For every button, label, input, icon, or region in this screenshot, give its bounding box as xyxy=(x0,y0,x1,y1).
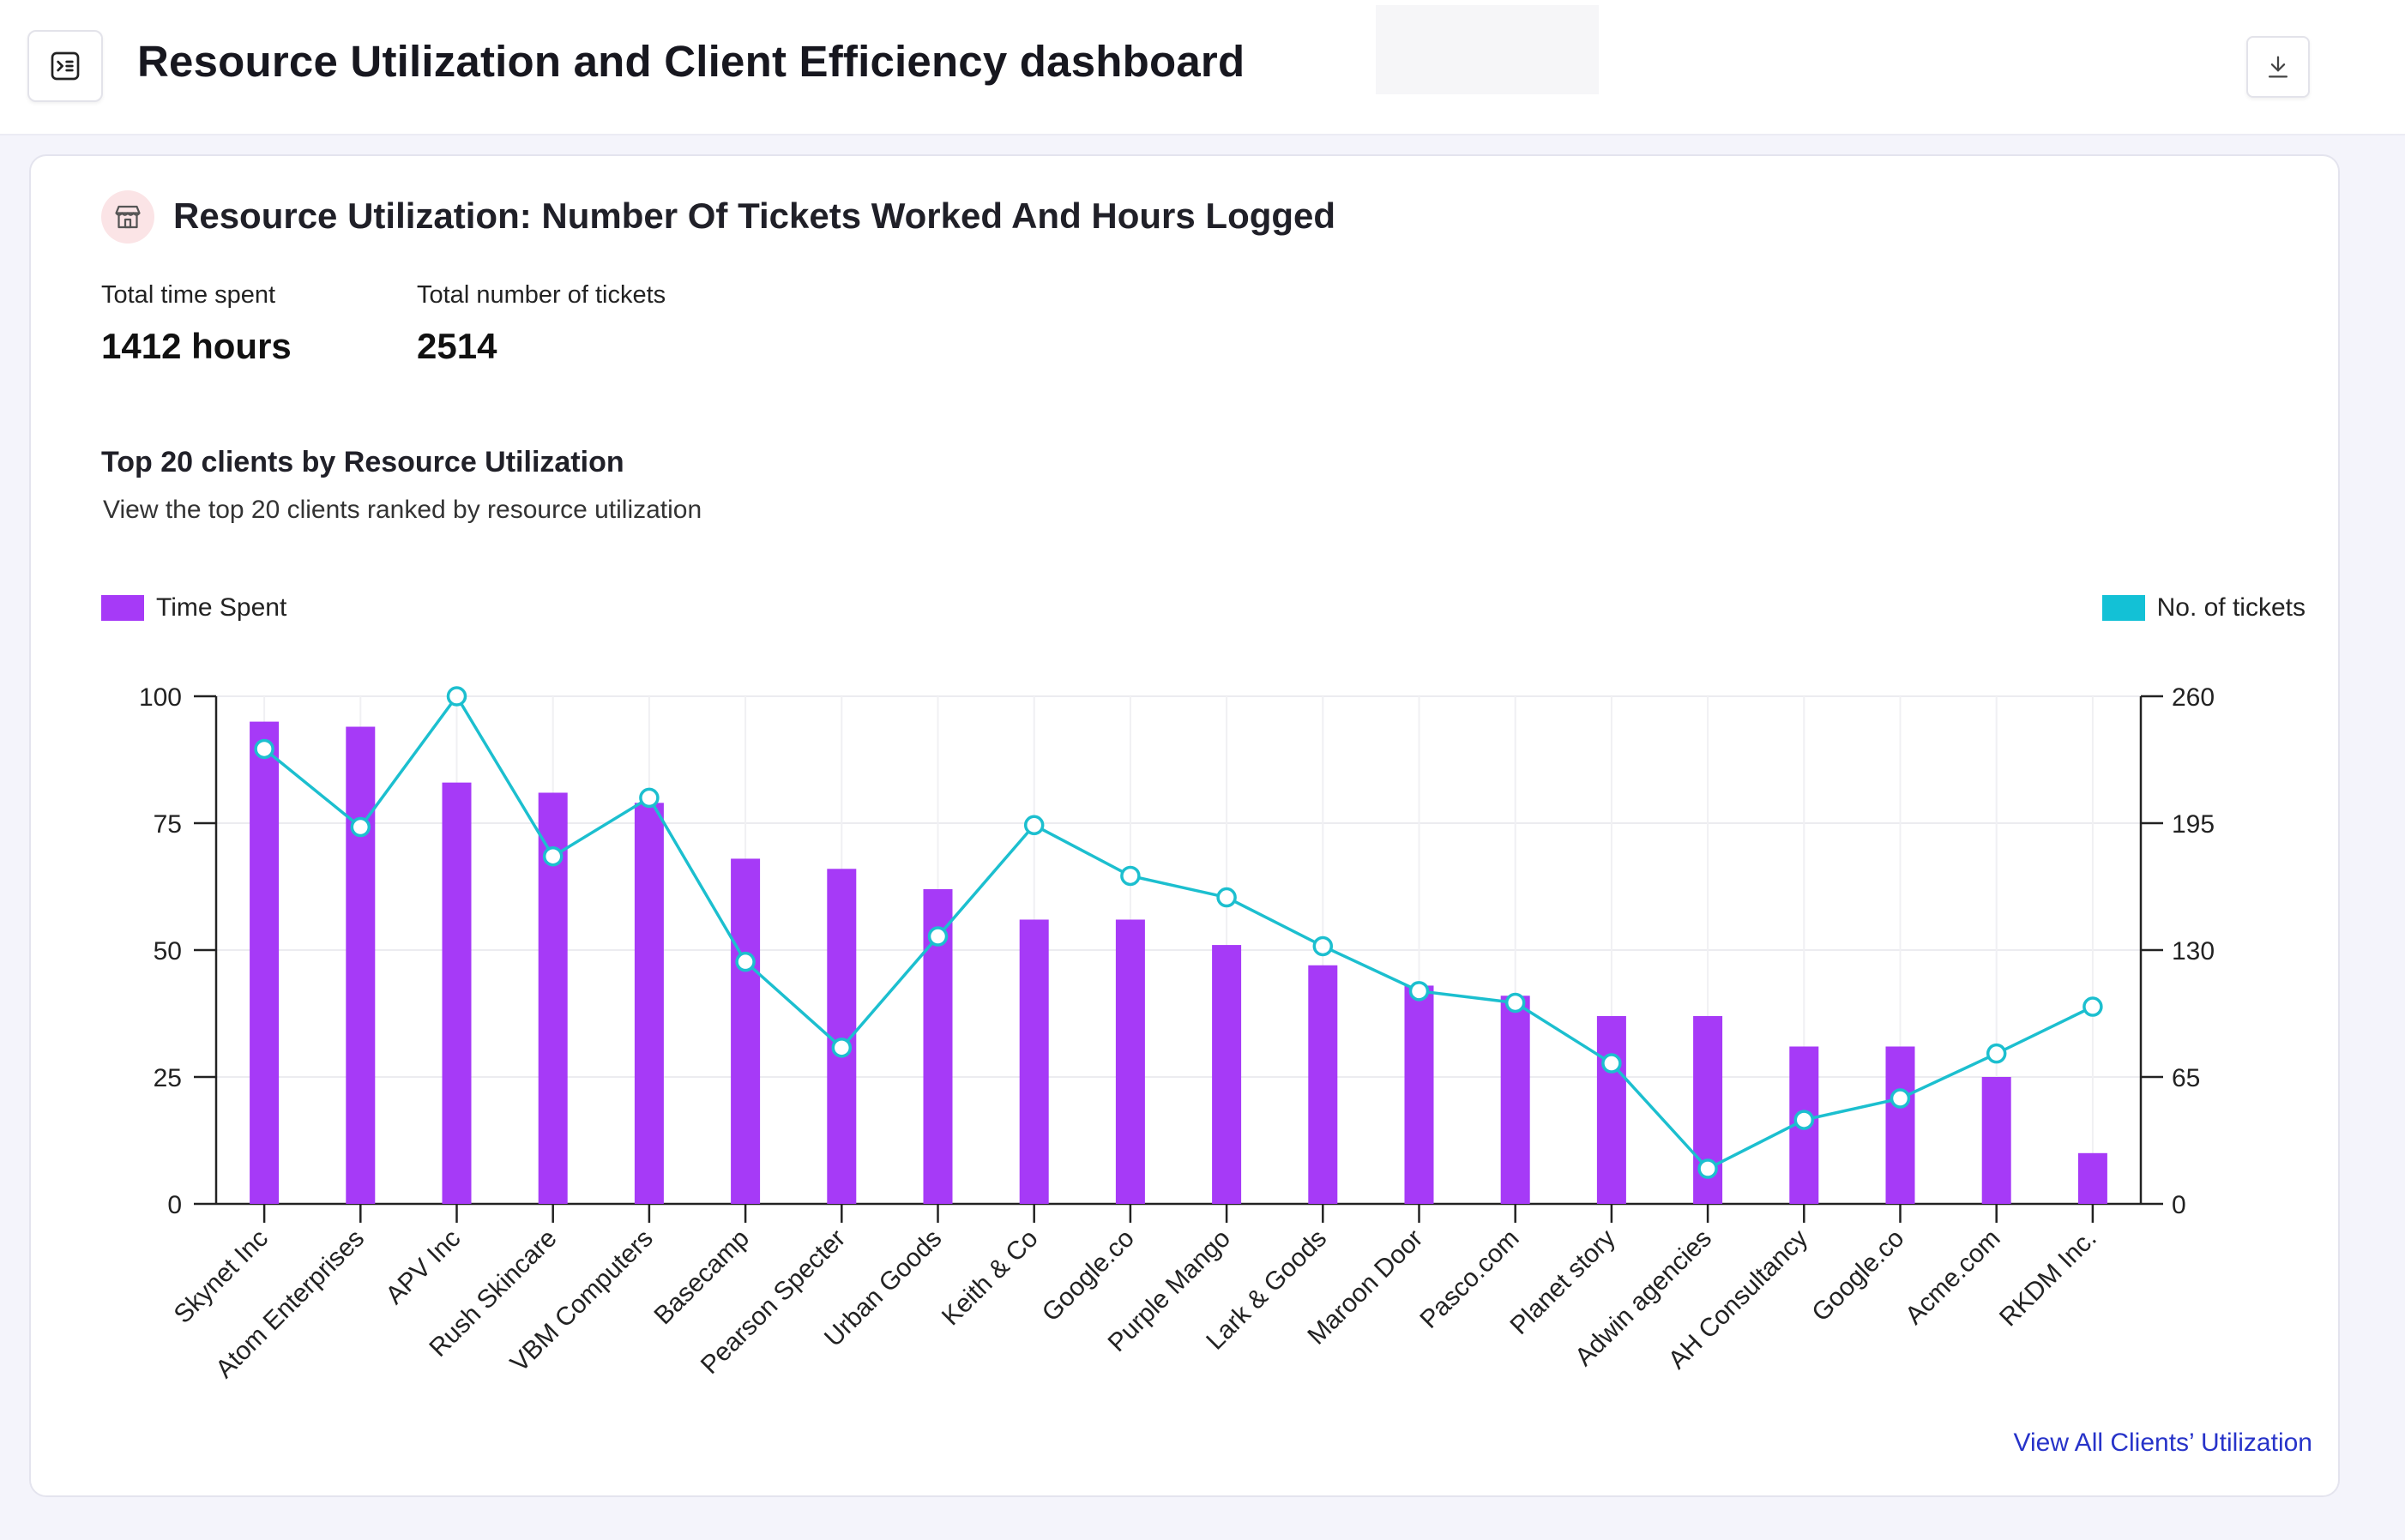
point-tickets xyxy=(1023,815,1045,836)
point-tickets xyxy=(1986,1043,2007,1064)
bar-time-spent xyxy=(1019,919,1049,1204)
store-icon-badge xyxy=(101,190,154,244)
total-tickets-label: Total number of tickets xyxy=(417,281,666,309)
bar-time-spent xyxy=(1404,985,1434,1204)
store-icon xyxy=(115,205,141,229)
bar-time-spent xyxy=(1212,945,1242,1204)
point-tickets xyxy=(446,686,467,707)
top-bar: Resource Utilization and Client Efficien… xyxy=(0,0,2405,135)
right-axis-tick-label: 0 xyxy=(2172,1191,2186,1219)
legend-swatch-tickets xyxy=(2101,595,2145,621)
bar-time-spent xyxy=(1885,1046,1915,1204)
legend-label-tickets: No. of tickets xyxy=(2156,593,2306,622)
x-axis-category-label: Google.co xyxy=(1806,1224,1909,1327)
bar-time-spent xyxy=(2077,1152,2107,1204)
point-tickets xyxy=(1697,1158,1718,1179)
bar-time-spent xyxy=(1115,919,1145,1204)
bar-time-spent xyxy=(1981,1077,2011,1204)
resource-utilization-card: Resource Utilization: Number Of Tickets … xyxy=(29,154,2340,1497)
point-tickets xyxy=(1120,865,1141,887)
x-axis-category-label: Keith & Co xyxy=(937,1224,1044,1332)
download-button[interactable] xyxy=(2246,36,2310,98)
legend-label-time-spent: Time Spent xyxy=(156,593,287,622)
download-icon xyxy=(2268,56,2288,78)
right-axis-tick-label: 130 xyxy=(2172,937,2215,966)
x-axis-category-label: Acme.com xyxy=(1900,1224,2006,1331)
view-all-clients-link[interactable]: View All Clients’ Utilization xyxy=(2013,1429,2312,1457)
point-tickets xyxy=(542,845,564,867)
legend-swatch-time-spent xyxy=(101,595,144,621)
right-axis-tick-label: 260 xyxy=(2172,683,2215,712)
total-tickets-value: 2514 xyxy=(417,326,497,366)
x-axis-category-label: Basecamp xyxy=(648,1224,755,1331)
left-axis-tick-label: 25 xyxy=(154,1064,182,1092)
bar-time-spent xyxy=(1308,965,1338,1204)
point-tickets xyxy=(350,816,371,838)
point-tickets xyxy=(1312,935,1334,957)
right-axis-tick-label: 65 xyxy=(2172,1064,2200,1092)
left-axis-tick-label: 100 xyxy=(139,683,182,712)
bar-time-spent xyxy=(346,726,376,1204)
legend-time-spent[interactable]: Time Spent xyxy=(101,593,286,623)
bar-time-spent xyxy=(442,782,472,1204)
point-tickets xyxy=(831,1038,853,1058)
card-title: Resource Utilization: Number Of Tickets … xyxy=(173,196,1336,236)
point-tickets xyxy=(2083,996,2103,1017)
x-axis-category-label: Skynet Inc xyxy=(169,1224,274,1329)
total-time-value: 1412 hours xyxy=(101,326,292,366)
left-axis-tick-label: 0 xyxy=(167,1191,182,1219)
point-tickets xyxy=(1890,1088,1911,1109)
x-axis-category-label: Google.co xyxy=(1037,1224,1140,1327)
x-axis-category-label: RKDM Inc. xyxy=(1994,1224,2102,1332)
legend-tickets[interactable]: No. of tickets xyxy=(2101,593,2306,623)
bar-time-spent xyxy=(731,858,761,1204)
point-tickets xyxy=(1601,1053,1622,1074)
point-tickets xyxy=(735,951,756,972)
sidebar-toggle-button[interactable] xyxy=(27,30,103,102)
page-title: Resource Utilization and Client Efficien… xyxy=(137,37,1245,86)
point-tickets xyxy=(254,738,274,760)
bar-time-spent xyxy=(250,721,280,1204)
x-axis-category-label: APV Inc xyxy=(380,1224,466,1310)
left-axis-tick-label: 50 xyxy=(154,937,182,966)
point-tickets xyxy=(639,787,660,809)
chart-description: View the top 20 clients ranked by resour… xyxy=(103,496,702,524)
total-time-label: Total time spent xyxy=(101,281,276,309)
point-tickets xyxy=(1408,981,1430,1002)
bar-time-spent xyxy=(634,803,664,1204)
bar-time-spent xyxy=(1596,1015,1626,1204)
chart-title: Top 20 clients by Resource Utilization xyxy=(101,446,624,478)
right-axis-tick-label: 195 xyxy=(2172,810,2215,839)
point-tickets xyxy=(1793,1110,1815,1130)
point-tickets xyxy=(1504,992,1526,1014)
bar-time-spent xyxy=(1500,996,1530,1204)
line-tickets xyxy=(262,693,2094,1171)
point-tickets xyxy=(927,926,949,947)
left-axis-tick-label: 75 xyxy=(154,810,182,839)
point-tickets xyxy=(1216,887,1237,908)
header-placeholder xyxy=(1376,5,1599,94)
sidebar-toggle-icon xyxy=(51,51,80,81)
